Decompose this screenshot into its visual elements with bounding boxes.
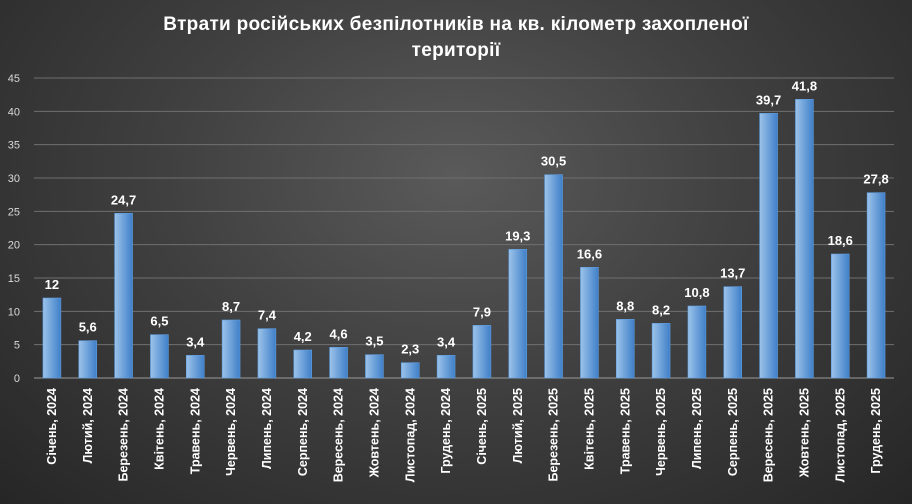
bar: [544, 174, 563, 379]
y-tick-label: 25: [8, 206, 20, 218]
y-tick-label: 5: [14, 340, 20, 352]
bar: [472, 325, 492, 379]
data-label: 18,6: [828, 233, 853, 248]
x-category-label: Серпень, 2024: [296, 388, 310, 476]
data-label: 3,4: [186, 334, 205, 349]
y-tick-label: 30: [8, 173, 20, 185]
x-category-label: Червень, 2025: [654, 388, 668, 476]
chart-title: Втрати російських безпілотників на кв. к…: [0, 12, 912, 64]
bar: [508, 249, 528, 379]
data-label: 10,8: [684, 285, 709, 300]
x-category-label: Листопад, 2024: [403, 388, 417, 482]
bar: [580, 267, 599, 379]
data-label: 3,4: [437, 334, 456, 349]
y-tick-label: 15: [8, 273, 20, 285]
bar: [723, 286, 743, 379]
x-category-label: Липень, 2024: [260, 388, 274, 469]
chart-title-line-1: Втрати російських безпілотників на кв. к…: [163, 14, 749, 35]
x-category-label: Червень, 2024: [224, 388, 238, 476]
data-label: 16,6: [577, 246, 602, 261]
x-category-label: Березень, 2025: [547, 388, 561, 482]
bar: [185, 355, 205, 379]
data-label: 2,3: [401, 342, 419, 357]
y-tick-label: 20: [8, 240, 20, 252]
data-label: 24,7: [111, 192, 136, 207]
data-labels: 12 5,6 24,7 6,5 3,4 8,7 7,4 4,2 4,6 3,5 2,3 3,4 7,9 1…: [45, 78, 889, 356]
bar: [687, 305, 707, 379]
x-category-label: Жовтень, 2025: [797, 388, 811, 478]
data-label: 4,6: [330, 326, 348, 341]
bar: [615, 319, 635, 379]
data-label: 7,9: [473, 304, 491, 319]
data-label: 8,2: [652, 302, 670, 317]
bar: [400, 362, 420, 379]
x-category-label: Липень, 2025: [690, 388, 704, 469]
bar: [114, 213, 133, 379]
bar: [293, 349, 313, 379]
data-label: 41,8: [792, 78, 817, 93]
bar: [866, 192, 886, 379]
data-label: 8,7: [222, 299, 240, 314]
x-category-label: Листопад, 2025: [833, 388, 847, 482]
data-label: 7,4: [258, 308, 277, 323]
bar: [830, 253, 850, 379]
x-category-label: Лютий, 2025: [511, 388, 525, 463]
x-category-label: Травень, 2025: [618, 388, 632, 474]
y-axis-ticks: 0 5 10 15 20 25 30 35 40 45: [8, 73, 20, 385]
y-tick-label: 10: [8, 306, 20, 318]
bar: [329, 347, 348, 379]
x-axis-labels: Січень, 2024 Лютий, 2024 Березень, 2024 Кві…: [45, 388, 883, 482]
y-tick-label: 40: [8, 106, 20, 118]
data-label: 39,7: [756, 92, 781, 107]
data-label: 5,6: [79, 320, 97, 335]
data-label: 12: [45, 277, 59, 292]
x-category-label: Вересень, 2024: [332, 388, 346, 482]
data-label: 30,5: [541, 154, 566, 169]
bar: [651, 323, 671, 379]
y-tick-label: 35: [8, 140, 20, 152]
data-label: 27,8: [863, 172, 888, 187]
bar: [78, 340, 98, 379]
data-label: 4,2: [294, 329, 312, 344]
x-category-label: Січень, 2024: [45, 388, 59, 465]
y-tick-label: 0: [14, 373, 20, 385]
bar: [795, 99, 814, 379]
bar: [759, 113, 778, 379]
x-category-label: Січень, 2025: [475, 388, 489, 465]
gridlines: [34, 77, 894, 379]
x-category-label: Березень, 2024: [117, 388, 131, 482]
x-category-label: Травень, 2024: [188, 388, 202, 474]
bar: [150, 334, 169, 379]
data-label: 13,7: [720, 266, 745, 281]
x-category-label: Грудень, 2024: [439, 388, 453, 474]
x-category-label: Квітень, 2025: [582, 388, 596, 470]
x-category-label: Лютий, 2024: [81, 388, 95, 463]
bar: [365, 354, 384, 379]
y-tick-label: 45: [8, 73, 20, 85]
x-category-label: Вересень, 2025: [762, 388, 776, 482]
x-category-label: Серпень, 2025: [726, 388, 740, 476]
bar: [221, 319, 241, 379]
chart-title-line-2: території: [411, 40, 501, 61]
bar: [257, 328, 277, 379]
x-category-label: Грудень, 2025: [869, 388, 883, 474]
data-label: 3,5: [365, 334, 383, 349]
bar: [436, 355, 456, 379]
bars: [42, 99, 886, 379]
data-label: 8,8: [616, 298, 634, 313]
bar: [42, 297, 62, 379]
data-label: 19,3: [505, 228, 530, 243]
x-category-label: Жовтень, 2024: [367, 388, 381, 478]
data-label: 6,5: [150, 314, 168, 329]
x-category-label: Квітень, 2024: [152, 388, 166, 470]
